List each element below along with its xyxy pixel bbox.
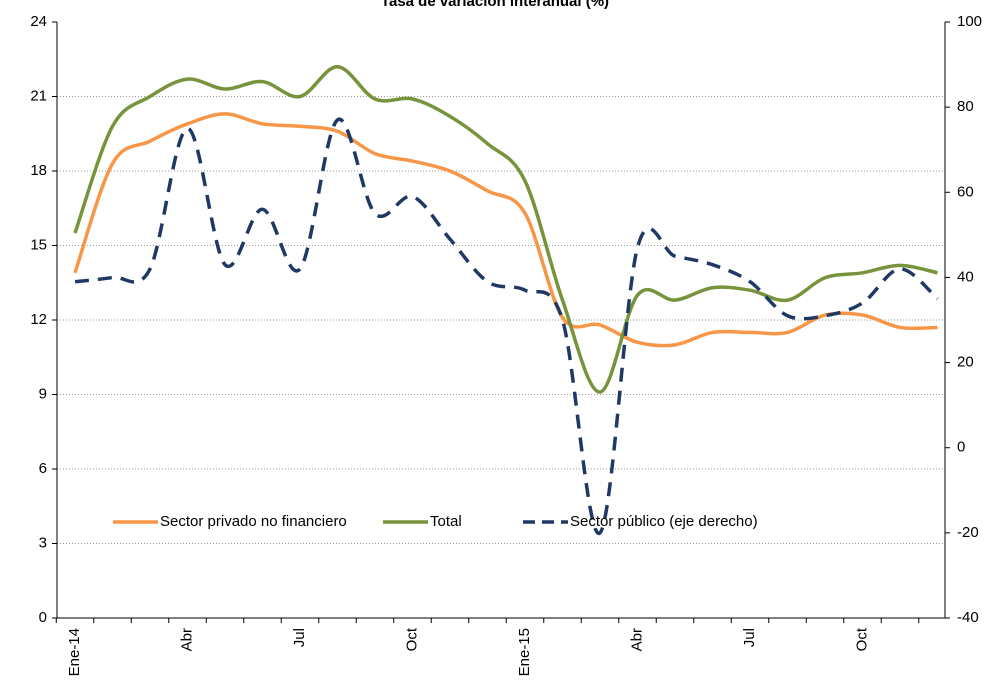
chart-title: Tasa de variación interanual (%) [381, 0, 609, 10]
y-tick-label: 24 [30, 13, 47, 30]
y2-tick-label: 80 [957, 98, 974, 115]
x-tick-label: Jul [291, 628, 308, 647]
legend-label: Total [430, 513, 462, 530]
y-tick-label: 9 [39, 385, 47, 402]
y2-tick-label: -40 [957, 609, 979, 626]
y-tick-label: 18 [30, 162, 47, 179]
y-tick-label: 3 [39, 534, 47, 551]
y2-tick-label: 20 [957, 354, 974, 371]
legend-label: Sector privado no financiero [160, 513, 347, 530]
y2-tick-label: 40 [957, 268, 974, 285]
x-tick-label: Abr [178, 628, 195, 651]
x-tick-label: Ene-15 [516, 628, 533, 676]
y-tick-label: 15 [30, 236, 47, 253]
y2-tick-label: 60 [957, 183, 974, 200]
x-tick-label: Jul [741, 628, 758, 647]
x-tick-label: Ene-14 [66, 628, 83, 676]
x-tick-label: Oct [403, 627, 420, 651]
legend-label: Sector público (eje derecho) [570, 513, 758, 530]
y2-tick-label: 100 [957, 13, 982, 30]
x-tick-label: Abr [628, 628, 645, 651]
y-tick-label: 21 [30, 87, 47, 104]
y-tick-label: 0 [39, 609, 47, 626]
y2-tick-label: -20 [957, 524, 979, 541]
series-line [73, 112, 938, 348]
series-line [74, 117, 939, 535]
y2-tick-label: 0 [957, 439, 965, 456]
x-tick-label: Oct [853, 627, 870, 651]
series-line [73, 64, 938, 394]
y-tick-label: 12 [30, 311, 47, 328]
y-tick-label: 6 [39, 460, 47, 477]
